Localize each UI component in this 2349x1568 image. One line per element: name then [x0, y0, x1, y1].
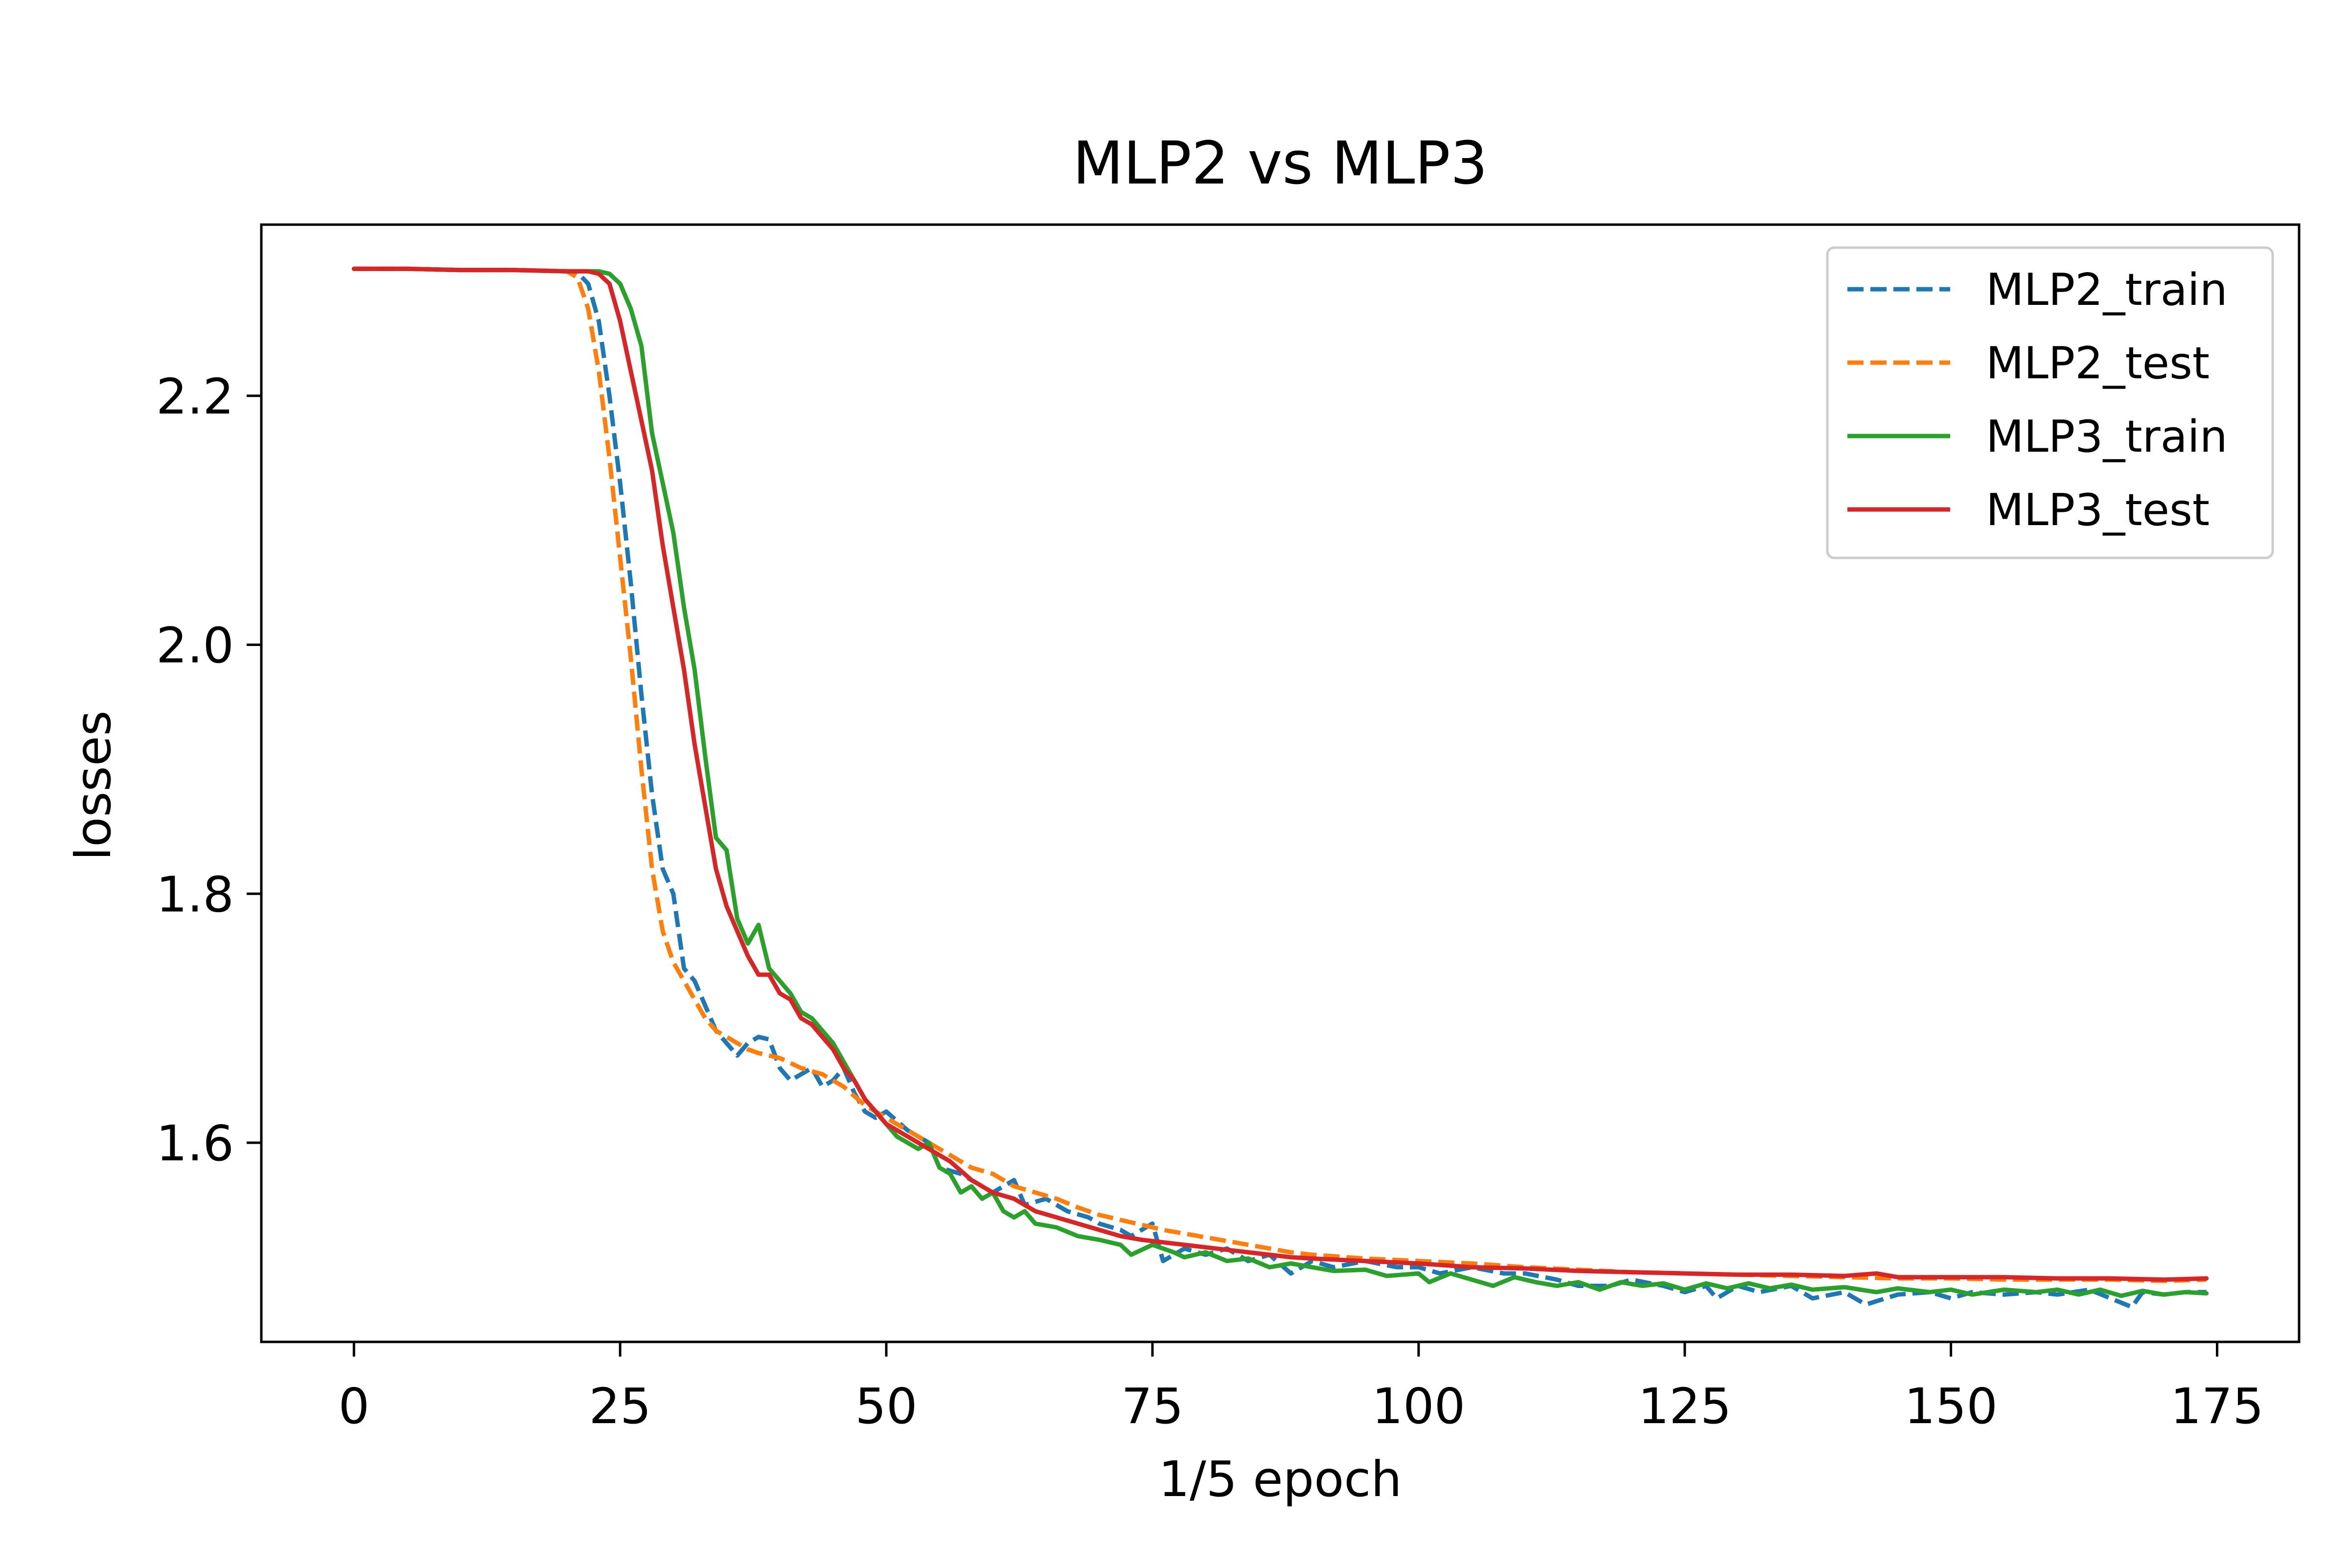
x-tick-label: 175	[2170, 1378, 2264, 1435]
x-tick-label: 125	[1638, 1378, 1731, 1435]
series-layer	[351, 266, 2209, 1310]
x-axis: 0 25 50 75 100 125 150 175	[338, 1342, 2264, 1435]
x-axis-label: 1/5 epoch	[1158, 1451, 1402, 1508]
x-tick-label: 75	[1121, 1378, 1183, 1435]
x-tick-label: 25	[589, 1378, 651, 1435]
legend-label-mlp3-train: MLP3_train	[1986, 411, 2228, 462]
x-tick-label: 150	[1904, 1378, 1998, 1435]
y-axis-label: losses	[65, 711, 122, 861]
legend-label-mlp2-train: MLP2_train	[1986, 264, 2228, 316]
y-axis: 1.6 1.8 2.0 2.2	[156, 368, 261, 1172]
legend-label-mlp3-test: MLP3_test	[1986, 484, 2210, 536]
y-tick-label: 1.6	[156, 1115, 234, 1172]
legend-label-mlp2-test: MLP2_test	[1986, 338, 2210, 389]
series-line-mlp2-test	[354, 266, 2207, 1283]
chart-title: MLP2 vs MLP3	[1073, 130, 1488, 198]
y-tick-label: 1.8	[156, 866, 234, 923]
x-tick-label: 0	[338, 1378, 369, 1435]
legend: MLP2_train MLP2_test MLP3_train MLP3_test	[1826, 246, 2274, 559]
x-tick-label: 50	[855, 1378, 917, 1435]
series-line-mlp3-train	[351, 266, 2209, 1298]
x-tick-label: 100	[1372, 1378, 1465, 1435]
legend-items: MLP2_train MLP2_test MLP3_train MLP3_test	[1847, 264, 2228, 536]
y-tick-label: 2.0	[156, 617, 234, 674]
series-line-mlp2-train	[354, 266, 2207, 1310]
axes-frame	[260, 223, 2301, 1343]
series-line-mlp3-test	[351, 266, 2209, 1282]
legend-box	[1826, 246, 2274, 559]
y-tick-label: 2.2	[156, 368, 234, 425]
